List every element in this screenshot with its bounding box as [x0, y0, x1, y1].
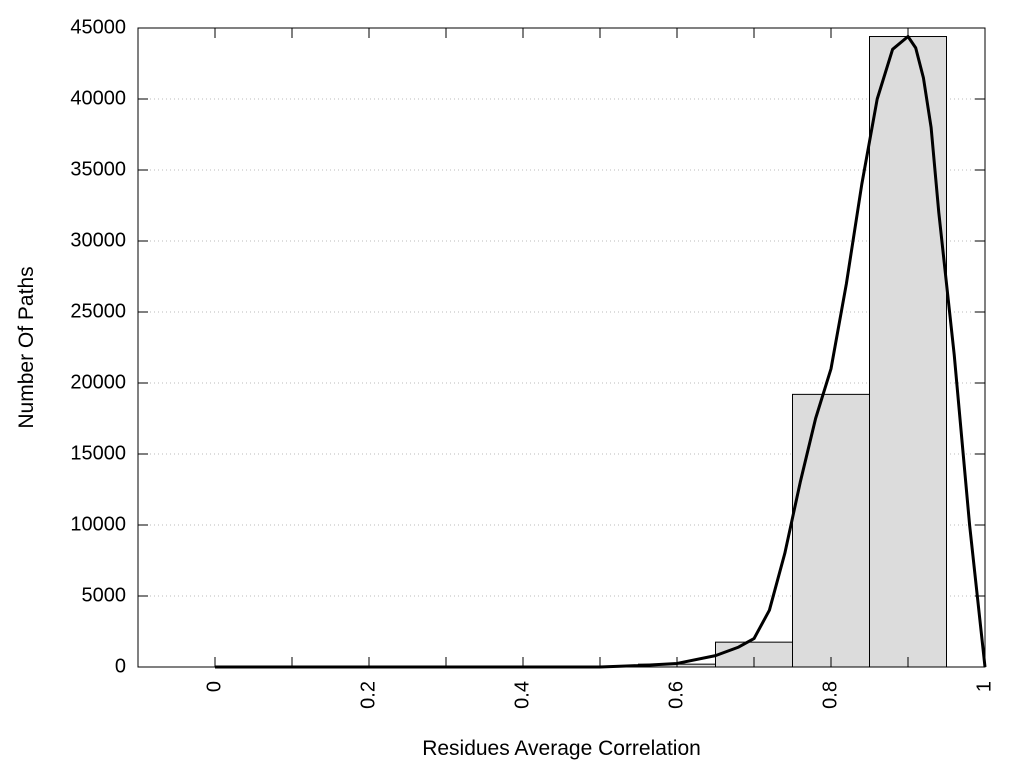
y-tick-label: 35000 — [70, 158, 126, 180]
y-tick-label: 30000 — [70, 229, 126, 251]
x-tick-label: 0.6 — [665, 681, 687, 709]
y-tick-label: 45000 — [70, 16, 126, 38]
bars — [561, 36, 947, 668]
x-tick-label: 0.8 — [819, 681, 841, 709]
histogram-bar — [792, 393, 870, 668]
plot-frame — [137, 27, 986, 668]
y-tick-label: 10000 — [70, 513, 126, 535]
y-tick-label: 15000 — [70, 442, 126, 464]
y-tick-label: 20000 — [70, 371, 126, 393]
fit-curve-group — [215, 35, 987, 669]
y-tick-label: 25000 — [70, 300, 126, 322]
y-tick-label: 0 — [115, 655, 126, 677]
x-tick-label: 1 — [973, 681, 995, 692]
y-axis-ticks: 0 5000 10000 15000 20000 25000 30000 35000 40000… — [70, 16, 985, 677]
y-axis-label: Number Of Paths — [15, 266, 38, 428]
x-axis-ticks: 0 0.2 0.4 0.6 0.8 1 — [203, 28, 995, 709]
y-tick-label: 5000 — [82, 584, 127, 606]
x-tick-label: 0.2 — [357, 681, 379, 709]
fit-curve — [215, 35, 987, 669]
y-tick-label: 40000 — [70, 87, 126, 109]
x-tick-label: 0 — [203, 681, 225, 692]
histogram-bar — [869, 36, 947, 668]
x-axis-label: Residues Average Correlation — [422, 737, 701, 760]
x-tick-label: 0.4 — [511, 681, 533, 709]
